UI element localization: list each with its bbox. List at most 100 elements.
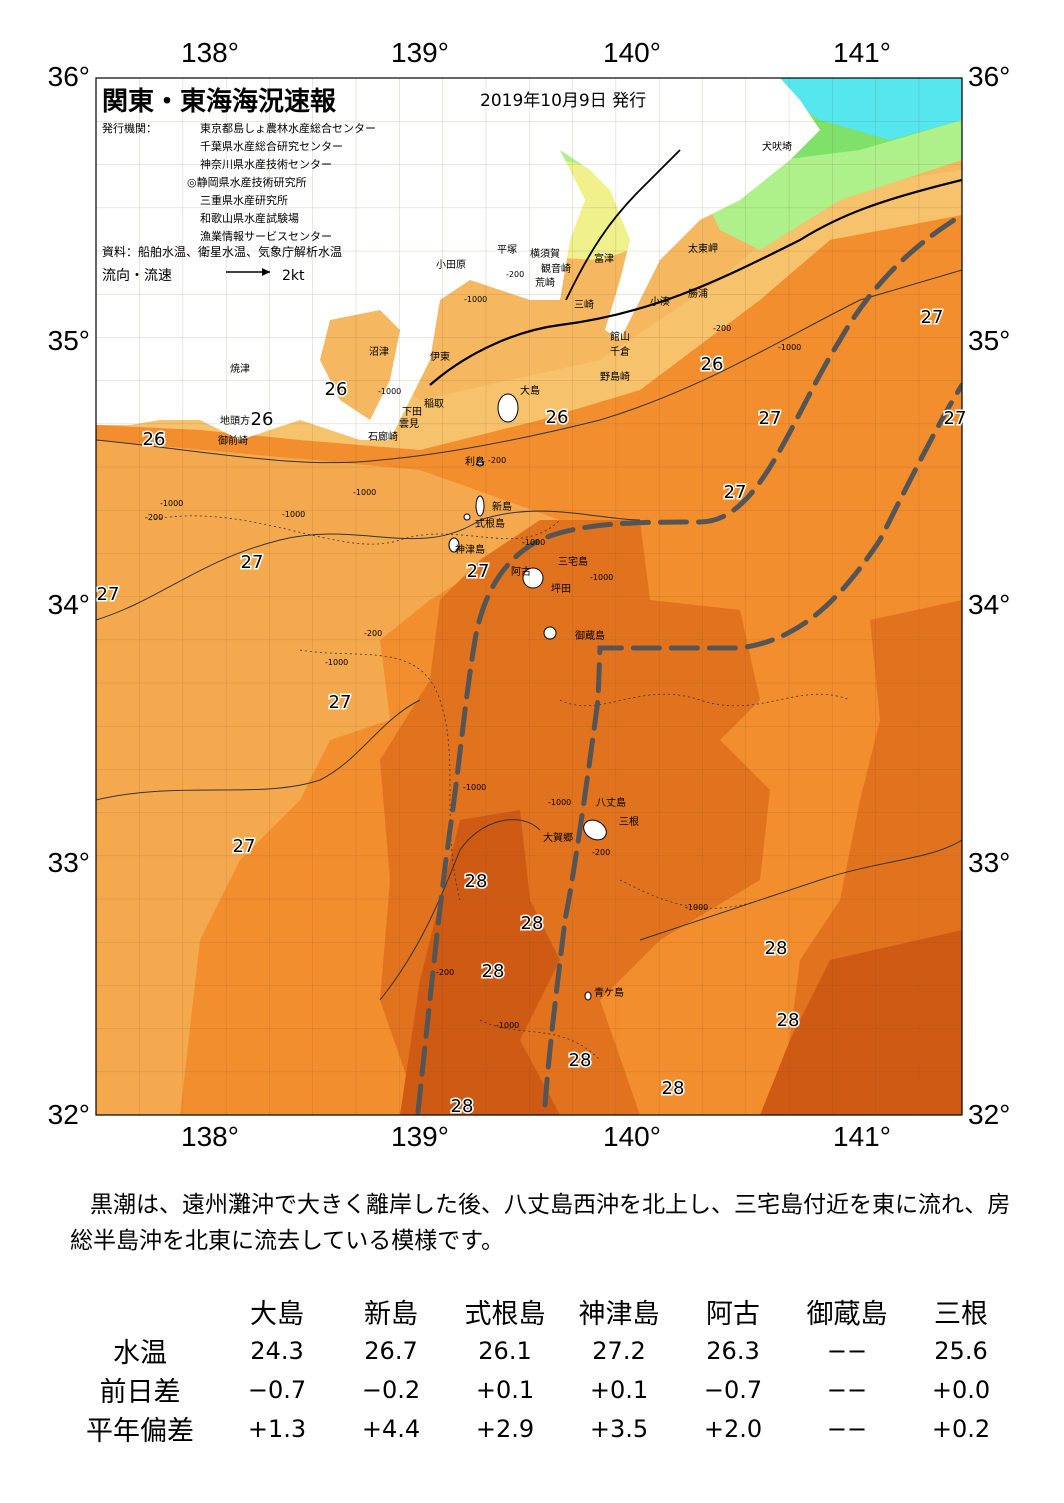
issuer-label: 発行機関：	[102, 121, 157, 135]
lat-tick-label: 36°	[48, 61, 90, 92]
lat-tick-label: 34°	[48, 589, 90, 620]
place-name: 太東岬	[688, 242, 718, 255]
isotherm-label: 27	[233, 836, 256, 857]
depth-label: -1000	[522, 538, 545, 547]
coastal-current	[429, 178, 962, 386]
isotherm-label: 26	[546, 407, 569, 428]
depth-label: -1000	[496, 1021, 519, 1030]
place-name: 稲取	[424, 398, 444, 410]
station-header: 神津島	[578, 1299, 660, 1330]
lon-tick-label: 139°	[391, 1121, 449, 1152]
isotherm-label: 28	[482, 961, 505, 982]
place-name: 大島	[520, 384, 540, 397]
table-row: 水温 24.3 26.7 26.1 27.2 26.3 −− 25.6	[60, 1331, 1018, 1370]
place-name: 三崎	[574, 298, 594, 311]
place-name: 新島	[492, 500, 512, 513]
kuroshio-axis	[415, 212, 962, 1115]
isotherm-label: 26	[251, 409, 274, 430]
table-cell: +3.5	[589, 1414, 649, 1443]
depth-label: -1000	[778, 343, 801, 352]
isotherm-label: 26	[143, 429, 166, 450]
flow-arrowhead-icon	[262, 268, 270, 276]
issuer-list: 東京都島しょ農林水産総合センター千葉県水産総合研究センター神奈川県水産技術センタ…	[187, 121, 376, 243]
table-cell: 26.7	[364, 1336, 418, 1365]
isotherm-label: 28	[569, 1050, 592, 1071]
table-corner	[60, 1292, 220, 1331]
isotherm-label: 27	[724, 482, 747, 503]
table-cell: +4.4	[361, 1414, 421, 1443]
lon-tick-label: 138°	[181, 1121, 239, 1152]
place-name: 式根島	[475, 517, 505, 530]
table-cell: +0.2	[931, 1414, 991, 1443]
lat-tick-label: 32°	[968, 1099, 1010, 1130]
place-name: 横須賀	[530, 247, 560, 260]
isotherm-label: 26	[701, 354, 724, 375]
depth-label: -1000	[464, 295, 487, 304]
table-row: 前日差 −0.7 −0.2 +0.1 +0.1 −0.7 −− +0.0	[60, 1370, 1018, 1409]
data-source: 資料：船舶水温、衛星水温、気象庁解析水温	[102, 244, 342, 259]
isotherm-label: 28	[521, 913, 544, 934]
isotherm-label: 28	[465, 871, 488, 892]
depth-label: -1000	[160, 499, 183, 508]
table-cell: +2.0	[703, 1414, 763, 1443]
place-name: 三宅島	[558, 555, 588, 568]
isotherm-label: 28	[451, 1096, 474, 1117]
place-name: 館山	[610, 330, 630, 343]
table-cell: −0.2	[361, 1375, 421, 1404]
table-cell: +0.1	[475, 1375, 535, 1404]
place-name: 焼津	[230, 363, 250, 375]
lat-tick-label: 36°	[968, 61, 1010, 92]
place-name: 御前崎	[218, 434, 248, 447]
issuer-name: 三重県水産研究所	[200, 193, 288, 207]
table-cell: −−	[826, 1336, 868, 1365]
depth-label: -200	[145, 513, 163, 522]
depth-label: -1000	[548, 798, 571, 807]
place-name: 千倉	[610, 345, 630, 358]
table-cell: −−	[826, 1414, 868, 1443]
isotherm-label: 28	[765, 938, 788, 959]
water-temp-table: 大島 新島 式根島 神津島 阿古 御蔵島 三根 水温 24.3 26.7 26.…	[60, 1292, 1018, 1448]
isotherm-label: 27	[921, 307, 944, 328]
station-header: 阿古	[706, 1299, 760, 1330]
isotherm-label: 27	[944, 408, 967, 429]
place-name: 石廊崎	[368, 430, 398, 443]
isotherm-label: 27	[329, 692, 352, 713]
place-name: 小田原	[436, 259, 466, 271]
issuer-name: 東京都島しょ農林水産総合センター	[200, 121, 376, 135]
lon-tick-label: 140°	[603, 1121, 661, 1152]
issuer-name: 漁業情報サービスセンター	[200, 229, 332, 243]
table-row: 平年偏差 +1.3 +4.4 +2.9 +3.5 +2.0 −− +0.2	[60, 1409, 1018, 1448]
issuer-name: 和歌山県水産試験場	[200, 211, 299, 225]
depth-label: -1000	[282, 510, 305, 519]
depth-label: -1000	[378, 387, 401, 396]
place-name: 大賀郷	[543, 831, 573, 844]
lat-tick-label: 34°	[968, 589, 1010, 620]
place-name: 観音崎	[541, 262, 571, 275]
table-header-row: 大島 新島 式根島 神津島 阿古 御蔵島 三根	[60, 1292, 1018, 1331]
station-header: 新島	[364, 1299, 418, 1330]
place-name: 御蔵島	[575, 629, 605, 642]
isotherm-labels: 26 26 26 26 26 27 27 27 27 27 27 27 27 27 28 28 28 28 28 28…	[95, 306, 968, 1119]
isotherm-label: 28	[777, 1010, 800, 1031]
table-cell: 27.2	[592, 1336, 646, 1365]
lon-tick-label: 140°	[603, 37, 661, 68]
table-cell: 24.3	[250, 1336, 304, 1365]
station-header: 御蔵島	[806, 1299, 888, 1330]
place-name: 三根	[619, 815, 639, 828]
station-header: 三根	[934, 1299, 988, 1330]
map-frame	[95, 77, 963, 1116]
flow-legend-speed: 2kt	[282, 268, 305, 284]
flow-legend-label: 流向・流速	[102, 268, 172, 284]
place-name: 雲見	[399, 418, 419, 430]
table-cell: +0.1	[589, 1375, 649, 1404]
depth-label: -200	[364, 629, 382, 638]
table-cell: +1.3	[247, 1414, 307, 1443]
lat-tick-label: 33°	[968, 847, 1010, 878]
station-header: 大島	[250, 1299, 304, 1330]
place-name: 勝浦	[688, 287, 708, 300]
depth-label: -1000	[325, 658, 348, 667]
lon-tick-label: 138°	[181, 37, 239, 68]
table-cell: −−	[826, 1375, 868, 1404]
row-label: 水温	[113, 1338, 167, 1369]
